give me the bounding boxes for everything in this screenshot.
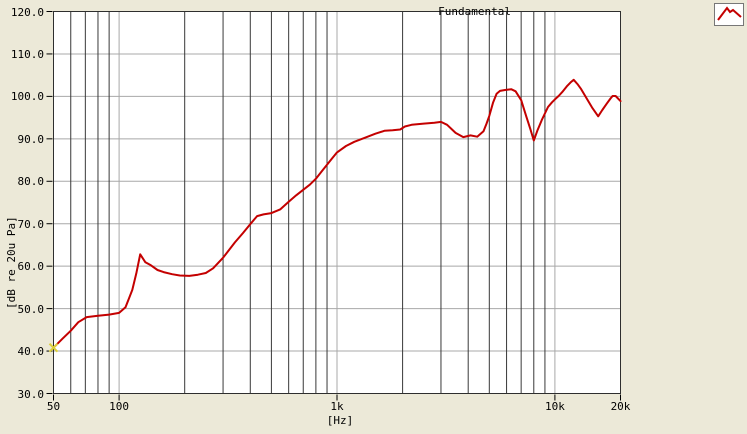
y-axis-title: [dB re 20u Pa] bbox=[5, 216, 18, 309]
legend-label: Fundamental bbox=[438, 5, 511, 18]
x-tick-label: 100 bbox=[109, 400, 130, 413]
x-axis-title: [Hz] bbox=[326, 414, 354, 427]
plot-border bbox=[53, 11, 621, 394]
y-tick-label: 60.0 bbox=[17, 260, 45, 274]
y-tick-label: 100.0 bbox=[10, 90, 44, 104]
y-tick-label: 90.0 bbox=[17, 132, 45, 146]
y-tick-label: 30.0 bbox=[17, 387, 45, 401]
start-marker-icon bbox=[48, 342, 59, 353]
x-tick-label: 10k bbox=[544, 400, 565, 413]
y-tick-label: 80.0 bbox=[17, 175, 45, 189]
y-tick-label: 120.0 bbox=[10, 5, 44, 19]
legend-curve-swatch bbox=[714, 3, 744, 26]
y-tick-label: 110.0 bbox=[10, 47, 44, 61]
x-tick-label: 20k bbox=[610, 400, 631, 413]
x-tick-label: 50 bbox=[46, 400, 61, 413]
y-tick-label: 50.0 bbox=[17, 302, 45, 316]
legend-curve-icon bbox=[717, 6, 742, 21]
x-tick-label: 1k bbox=[330, 400, 344, 413]
response-curve bbox=[52, 78, 622, 349]
y-tick-label: 70.0 bbox=[17, 217, 45, 231]
y-tick-label: 40.0 bbox=[17, 345, 45, 359]
